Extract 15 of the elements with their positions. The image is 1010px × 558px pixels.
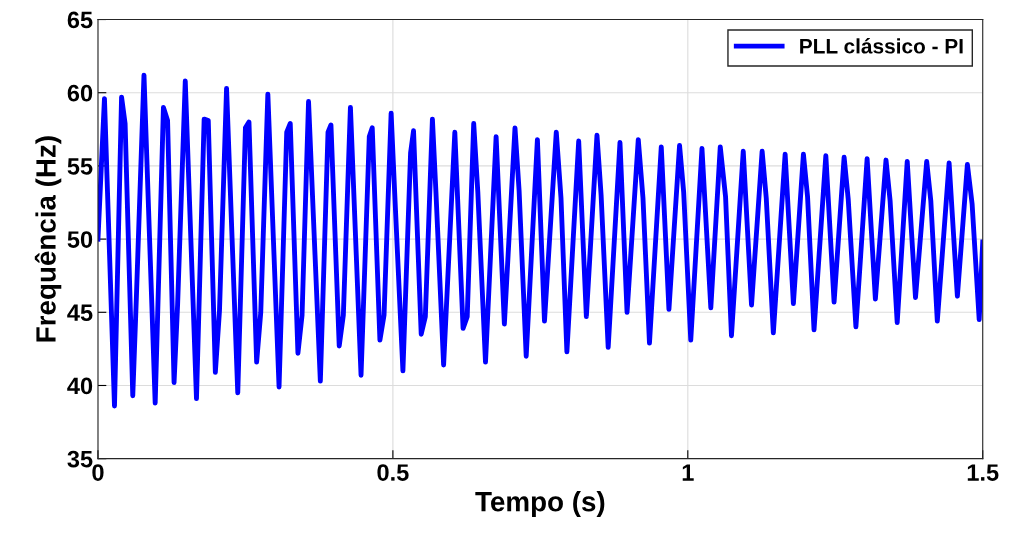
- y-tick-label: 55: [67, 158, 93, 175]
- x-axis-title: Tempo (s): [475, 491, 605, 517]
- legend-label: PLL clássico - PI: [800, 38, 963, 54]
- x-tick-label: 1.5: [967, 464, 999, 481]
- y-tick-label: 35: [67, 450, 93, 468]
- y-axis-title: Frequência (Hz): [34, 136, 62, 342]
- y-tick-label: 50: [67, 231, 93, 248]
- y-tick-label: 40: [67, 377, 93, 395]
- y-tick-label: 45: [67, 304, 93, 322]
- y-tick-label: 60: [67, 84, 93, 102]
- x-tick-label: 1: [682, 464, 694, 481]
- x-tick-label: 0: [92, 464, 104, 481]
- x-tick-label: 0.5: [377, 464, 409, 481]
- line-series: [97, 72, 983, 409]
- y-tick-label: 65: [67, 11, 93, 29]
